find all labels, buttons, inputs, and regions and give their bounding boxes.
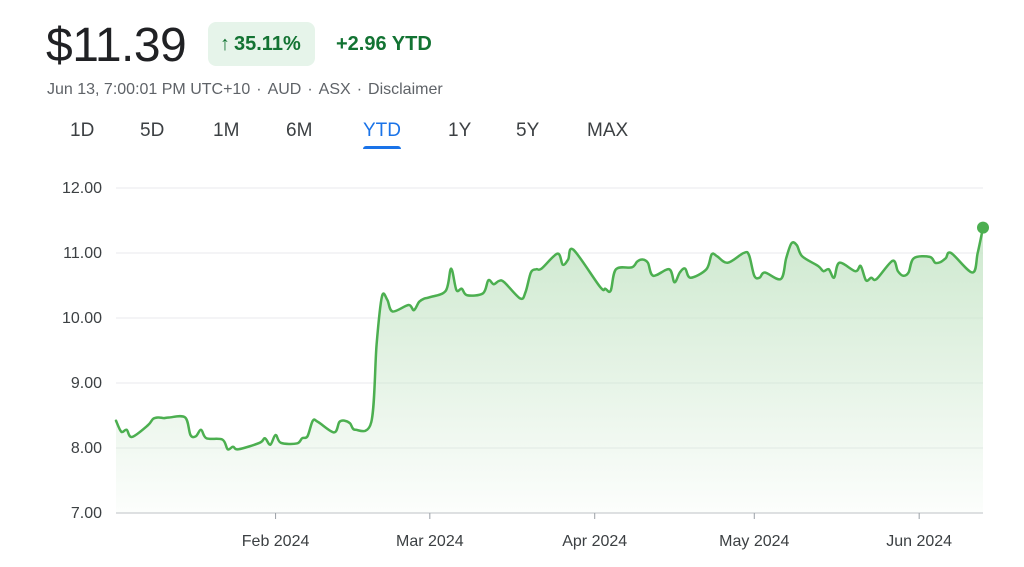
quote-timestamp: Jun 13, 7:00:01 PM UTC+10 — [47, 81, 251, 98]
x-tick-label: May 2024 — [719, 533, 789, 550]
y-tick-label: 11.00 — [63, 245, 102, 262]
tab-1y[interactable]: 1Y — [448, 120, 472, 141]
meta-separator: · — [307, 81, 313, 98]
y-tick-label: 8.00 — [71, 440, 102, 457]
x-tick-label: Mar 2024 — [396, 533, 464, 550]
area-fill — [116, 227, 983, 513]
change-badge: ↑ 35.11% — [208, 22, 315, 66]
quote-currency: AUD — [267, 81, 302, 98]
change-percent: 35.11% — [234, 32, 301, 55]
arrow-up-icon: ↑ — [220, 32, 230, 55]
tab-1d[interactable]: 1D — [70, 120, 95, 141]
meta-separator: · — [256, 81, 262, 98]
tab-ytd[interactable]: YTD — [363, 118, 401, 150]
tab-1m[interactable]: 1M — [213, 120, 240, 141]
tab-max[interactable]: MAX — [587, 120, 629, 141]
price-chart[interactable]: 12.00 11.00 10.00 9.00 8.00 7.00 Feb 2024 Mar 2… — [0, 160, 1024, 567]
ytd-change: +2.96 YTD — [336, 33, 432, 55]
current-price: $11.39 — [46, 19, 187, 72]
price-line — [114, 226, 985, 451]
quote-meta: Jun 13, 7:00:01 PM UTC+10 · AUD · ASX · … — [47, 81, 443, 99]
y-tick-label: 12.00 — [62, 180, 102, 197]
x-tick-label: Apr 2024 — [562, 533, 627, 550]
y-tick-label: 7.00 — [71, 505, 102, 522]
last-price-dot — [977, 221, 989, 234]
tab-6m[interactable]: 6M — [286, 120, 313, 141]
tab-5d[interactable]: 5D — [140, 120, 165, 141]
y-tick-label: 10.00 — [62, 310, 102, 327]
disclaimer-link[interactable]: Disclaimer — [368, 81, 443, 98]
x-tick-label: Jun 2024 — [886, 533, 952, 550]
quote-exchange: ASX — [318, 81, 351, 98]
meta-separator: · — [356, 81, 363, 98]
x-tick-label: Feb 2024 — [242, 533, 310, 550]
range-tabs: 1D 5D 1M 6M YTD 1Y 5Y MAX — [0, 118, 1024, 154]
y-tick-label: 9.00 — [71, 375, 102, 392]
tab-5y[interactable]: 5Y — [516, 120, 540, 141]
